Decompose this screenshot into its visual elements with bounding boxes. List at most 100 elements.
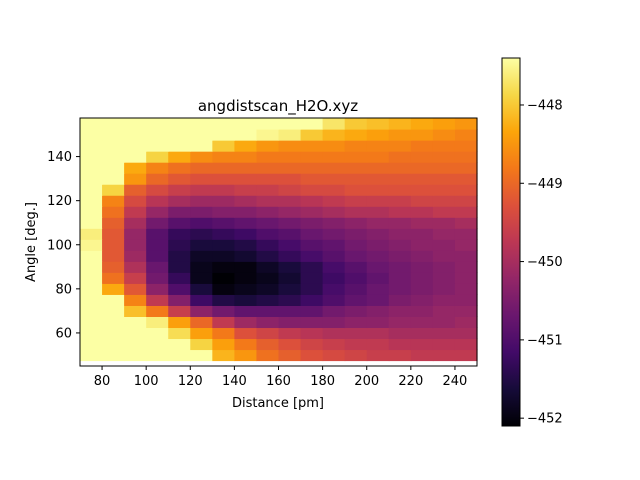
heatmap-cell: [388, 206, 412, 218]
heatmap-cell: [344, 239, 368, 251]
heatmap-cell: [410, 118, 434, 130]
heatmap-cell: [322, 206, 346, 218]
heatmap-cell: [212, 305, 235, 317]
heatmap-cell: [190, 316, 213, 329]
heatmap-cell: [124, 151, 147, 163]
heatmap-cell: [410, 129, 434, 141]
heatmap-cell: [322, 283, 346, 295]
heatmap-cell: [410, 305, 434, 317]
heatmap-cell: [190, 140, 213, 152]
heatmap-cell: [388, 239, 412, 251]
heatmap-cell: [432, 261, 456, 273]
heatmap-cell: [322, 217, 346, 229]
heatmap-cell: [410, 250, 434, 262]
heatmap-cell: [168, 294, 191, 306]
heatmap-cell: [454, 239, 478, 251]
heatmap-cell: [80, 283, 103, 295]
heatmap-cell: [102, 327, 125, 340]
heatmap-cell: [234, 349, 258, 362]
heatmap-cell: [256, 195, 280, 207]
heatmap-cell: [300, 184, 324, 196]
heatmap-cell: [190, 349, 213, 362]
heatmap-cell: [344, 338, 368, 351]
heatmap-cell: [234, 294, 258, 306]
heatmap-cell: [278, 151, 302, 163]
heatmap-cell: [278, 118, 302, 130]
heatmap-cell: [366, 173, 390, 185]
heatmap-cell: [168, 316, 191, 329]
heatmap-cell: [146, 272, 169, 284]
heatmap-cell: [366, 250, 390, 262]
heatmap-cell: [80, 305, 103, 317]
heatmap-cell: [432, 283, 456, 295]
heatmap-cell: [344, 151, 368, 163]
heatmap-cell: [344, 272, 368, 284]
heatmap-cell: [344, 173, 368, 185]
heatmap-cell: [102, 151, 125, 163]
heatmap-cell: [234, 151, 258, 163]
heatmap-cell: [410, 272, 434, 284]
heatmap-cell: [300, 316, 324, 329]
heatmap-cell: [256, 162, 280, 174]
x-tick-label: 140: [222, 374, 247, 389]
heatmap-cell: [366, 316, 390, 329]
heatmap-cell: [300, 217, 324, 229]
heatmap-cell: [344, 316, 368, 329]
heatmap-cell: [124, 162, 147, 174]
y-tick-label: 80: [55, 282, 72, 297]
x-tick-label: 240: [443, 374, 468, 389]
heatmap-cell: [146, 195, 169, 207]
heatmap-cell: [410, 195, 434, 207]
heatmap-cell: [322, 338, 346, 351]
heatmap-cell: [102, 338, 125, 351]
heatmap-cell: [190, 327, 213, 340]
heatmap-cell: [322, 349, 346, 362]
heatmap-cell: [366, 151, 390, 163]
heatmap-cell: [234, 162, 258, 174]
heatmap-cell: [366, 261, 390, 273]
x-tick-label: 180: [310, 374, 335, 389]
heatmap-cell: [278, 228, 302, 240]
heatmap-cell: [300, 250, 324, 262]
heatmap-cell: [300, 129, 324, 141]
heatmap-cell: [432, 250, 456, 262]
heatmap-cell: [190, 338, 213, 351]
heatmap-cell: [454, 250, 478, 262]
heatmap-cell: [322, 327, 346, 340]
heatmap-cell: [124, 239, 147, 251]
heatmap-cell: [432, 195, 456, 207]
x-axis-label: Distance [pm]: [232, 396, 324, 411]
heatmap-cell: [80, 118, 103, 130]
heatmap-cell: [410, 162, 434, 174]
heatmap-cell: [146, 118, 169, 130]
heatmap-cell: [432, 118, 456, 130]
heatmap-cell: [256, 305, 280, 317]
heatmap-cell: [366, 349, 390, 362]
heatmap-cell: [168, 151, 191, 163]
heatmap-cell: [168, 228, 191, 240]
heatmap-cell: [278, 184, 302, 196]
heatmap-cell: [278, 283, 302, 295]
heatmap-cell: [322, 261, 346, 273]
heatmap-cell: [190, 151, 213, 163]
heatmap-cell: [322, 151, 346, 163]
heatmap-cell: [366, 338, 390, 351]
heatmap-cell: [432, 294, 456, 306]
heatmap-cell: [168, 162, 191, 174]
heatmap-cell: [278, 272, 302, 284]
heatmap-cell: [80, 195, 103, 207]
heatmap-cell: [454, 129, 478, 141]
heatmap-cell: [388, 118, 412, 130]
heatmap-cell: [256, 239, 280, 251]
heatmap-cell: [212, 250, 235, 262]
heatmap-cell: [278, 294, 302, 306]
heatmap-cell: [124, 206, 147, 218]
heatmap-cell: [234, 250, 258, 262]
heatmap-cell: [256, 294, 280, 306]
heatmap-cell: [256, 217, 280, 229]
heatmap-cell: [102, 195, 125, 207]
heatmap-cell: [432, 162, 456, 174]
heatmap-cell: [168, 206, 191, 218]
heatmap-cell: [300, 195, 324, 207]
